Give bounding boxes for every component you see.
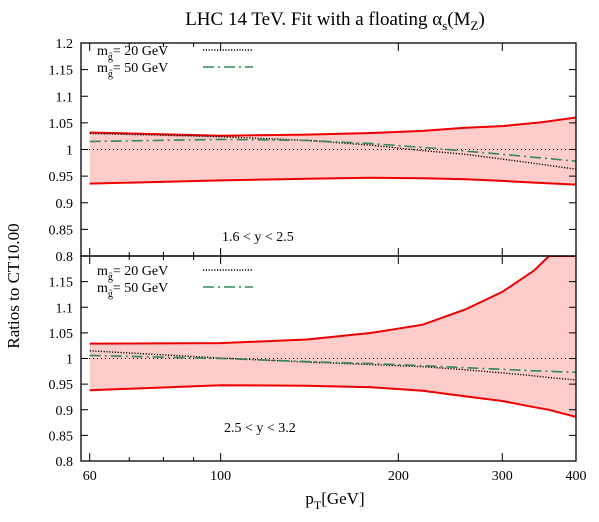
lower-ytick-label: 1.1 <box>56 301 74 316</box>
xtick-label: 200 <box>388 469 409 484</box>
lower-ytick-label: 1.15 <box>49 276 74 291</box>
upper-ytick-label: 1 <box>66 144 73 159</box>
lower-panel: 0.8 0.85 0.9 0.95 1 1.05 1.1 1.15 60 100 200 300 400… <box>49 255 587 484</box>
lower-band-upper-edge <box>89 256 576 345</box>
upper-ytick-label: 1.05 <box>49 117 74 132</box>
upper-rapidity-annotation: 1.6 < y < 2.5 <box>222 230 294 245</box>
y-axis-label: Ratios to CT10.00 <box>4 223 23 348</box>
lower-panel-frame <box>80 255 577 462</box>
lower-ytick-label: 0.95 <box>49 378 74 393</box>
lower-rapidity-annotation: 2.5 < y < 3.2 <box>224 421 296 436</box>
xtick-label: 100 <box>210 469 231 484</box>
lower-ytick-label: 1 <box>66 353 73 368</box>
upper-ytick-label: 0.8 <box>56 250 74 265</box>
upper-legend-label: mg̃= 50 GeV <box>97 61 168 80</box>
lower-series-m50 <box>89 354 576 374</box>
lower-uncertainty-band <box>89 256 576 417</box>
upper-ytick-label: 1.2 <box>56 37 74 52</box>
lower-ytick-label: 0.85 <box>49 429 74 444</box>
chart-title: LHC 14 TeV. Fit with a floating αs(MZ) <box>185 9 485 33</box>
upper-uncertainty-band <box>89 117 576 185</box>
upper-legend-label: mg̃= 20 GeV <box>97 44 168 63</box>
lower-legend-label: mg̃= 20 GeV <box>97 264 168 283</box>
x-axis-label: pT[GeV] <box>305 489 364 512</box>
lower-ytick-label: 1.05 <box>49 327 74 342</box>
upper-panel: 0.8 0.85 0.9 0.95 1 1.05 1.1 1.15 1.2 1.6 < y < 2… <box>49 37 577 265</box>
upper-ytick-label: 0.9 <box>56 197 74 212</box>
upper-ytick-label: 0.95 <box>49 170 74 185</box>
xtick-label: 60 <box>83 469 97 484</box>
upper-plot-area <box>81 116 576 186</box>
upper-series-m20 <box>89 132 576 170</box>
lower-ytick-label: 0.8 <box>56 455 74 470</box>
upper-ytick-label: 1.1 <box>56 90 74 105</box>
upper-ytick-label: 0.85 <box>49 223 74 238</box>
lower-legend-label: mg̃= 50 GeV <box>97 281 168 300</box>
upper-ytick-label: 1.15 <box>49 64 74 79</box>
upper-band-upper-edge <box>89 116 576 137</box>
xtick-label: 400 <box>566 469 587 484</box>
lower-ytick-label: 0.9 <box>56 404 74 419</box>
lower-band-lower-edge <box>89 384 576 418</box>
lower-plot-area <box>81 256 576 418</box>
upper-band-lower-edge <box>89 176 576 186</box>
xtick-label: 300 <box>492 469 513 484</box>
